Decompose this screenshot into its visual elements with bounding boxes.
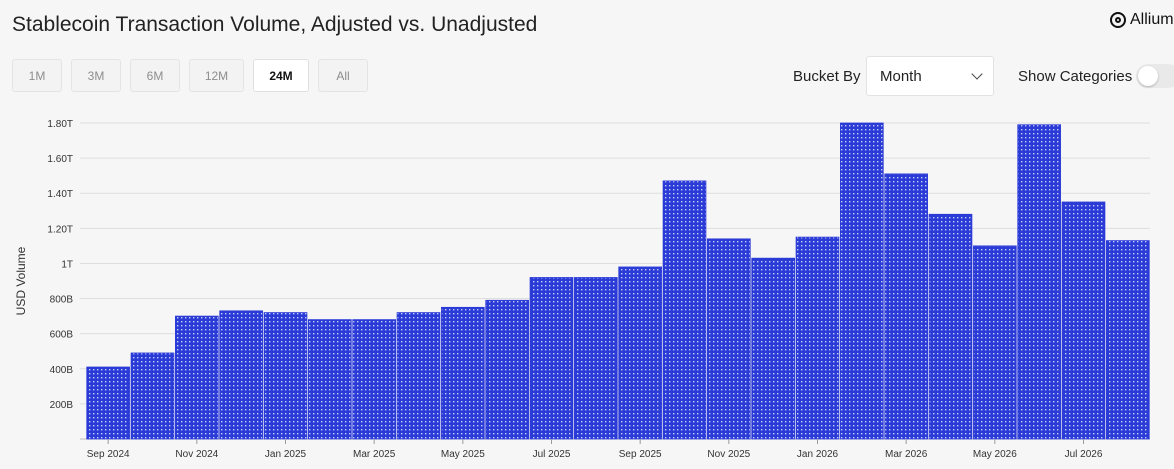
y-tick-label: 400B	[50, 365, 74, 376]
y-tick-label: 600B	[50, 330, 74, 341]
brand-name: Allium	[1130, 11, 1174, 28]
y-tick-label: 1.80T	[47, 119, 73, 130]
x-tick-label: Jul 2025	[533, 449, 571, 460]
x-tick-label: Mar 2026	[885, 449, 928, 460]
y-tick-label: 1.60T	[47, 154, 73, 165]
bar-jan-2025[interactable]	[263, 312, 308, 440]
x-tick-label: Nov 2024	[175, 449, 218, 460]
x-tick-label: May 2026	[973, 449, 1017, 460]
bar-oct-2025[interactable]	[662, 180, 707, 440]
x-tick-label: May 2025	[441, 449, 485, 460]
bar-apr-2025[interactable]	[396, 312, 441, 440]
y-axis-label: USD Volume	[14, 246, 28, 315]
time-range-selector: 1M 3M 6M 12M 24M All	[12, 59, 368, 92]
bar-dec-2024[interactable]	[219, 310, 263, 440]
y-tick-label: 1T	[61, 259, 73, 270]
bucket-by-label: Bucket By	[793, 68, 861, 85]
y-tick-label: 800B	[50, 295, 74, 306]
y-tick-label: 1.20T	[47, 224, 73, 235]
bar-may-2025[interactable]	[441, 306, 485, 440]
bar-dec-2025[interactable]	[751, 257, 795, 440]
bar-sep-2024[interactable]	[86, 366, 130, 440]
brand-logo[interactable]: Allium	[1110, 11, 1174, 29]
x-tick-label: Jul 2026	[1065, 449, 1103, 460]
bar-aug-2025[interactable]	[574, 277, 618, 440]
bar-aug-2026[interactable]	[1106, 240, 1150, 440]
bar-jan-2026[interactable]	[795, 236, 840, 440]
bar-may-2026[interactable]	[973, 245, 1017, 440]
bucket-by-select[interactable]: Month	[866, 56, 994, 96]
bar-mar-2025[interactable]	[352, 319, 396, 440]
x-tick-label: Sep 2024	[87, 449, 130, 460]
x-tick-label: Jan 2026	[797, 449, 839, 460]
bar-feb-2025[interactable]	[308, 319, 352, 440]
chart-title: Stablecoin Transaction Volume, Adjusted …	[12, 13, 538, 36]
allium-logo-icon	[1110, 12, 1126, 28]
y-tick-label: 200B	[50, 400, 74, 411]
bar-apr-2026[interactable]	[928, 213, 973, 440]
bar-oct-2024[interactable]	[130, 352, 175, 440]
range-button-6m[interactable]: 6M	[130, 59, 180, 92]
x-tick-label: Sep 2025	[619, 449, 662, 460]
show-categories-label: Show Categories	[1018, 68, 1133, 85]
bar-nov-2024[interactable]	[175, 315, 219, 440]
range-button-24m[interactable]: 24M	[253, 59, 309, 92]
range-button-12m[interactable]: 12M	[189, 59, 244, 92]
range-button-1m[interactable]: 1M	[12, 59, 62, 92]
range-button-3m[interactable]: 3M	[71, 59, 121, 92]
bars	[86, 122, 1150, 440]
toggle-knob	[1138, 66, 1158, 86]
x-tick-label: Mar 2025	[353, 449, 396, 460]
show-categories-toggle[interactable]	[1136, 64, 1174, 88]
bar-mar-2026[interactable]	[884, 173, 928, 440]
bar-jul-2025[interactable]	[529, 277, 574, 440]
y-tick-label: 1.40T	[47, 189, 73, 200]
bucket-by-value: Month	[880, 67, 922, 85]
x-tick-label: Nov 2025	[707, 449, 750, 460]
bar-jun-2026[interactable]	[1017, 124, 1061, 440]
bar-sep-2025[interactable]	[618, 266, 662, 440]
bar-jun-2025[interactable]	[485, 299, 529, 440]
bar-feb-2026[interactable]	[840, 122, 884, 440]
x-axis-ticks: Sep 2024 Nov 2024 Jan 2025 Mar 2025 May 2025…	[87, 439, 1103, 460]
y-axis-ticks: 200B 400B 600B 800B 1T 1.20T 1.40T 1.60T 1.80T	[47, 119, 73, 411]
bar-jul-2026[interactable]	[1061, 201, 1106, 440]
x-tick-label: Jan 2025	[265, 449, 307, 460]
bar-nov-2025[interactable]	[707, 238, 751, 440]
range-button-all[interactable]: All	[318, 59, 368, 92]
